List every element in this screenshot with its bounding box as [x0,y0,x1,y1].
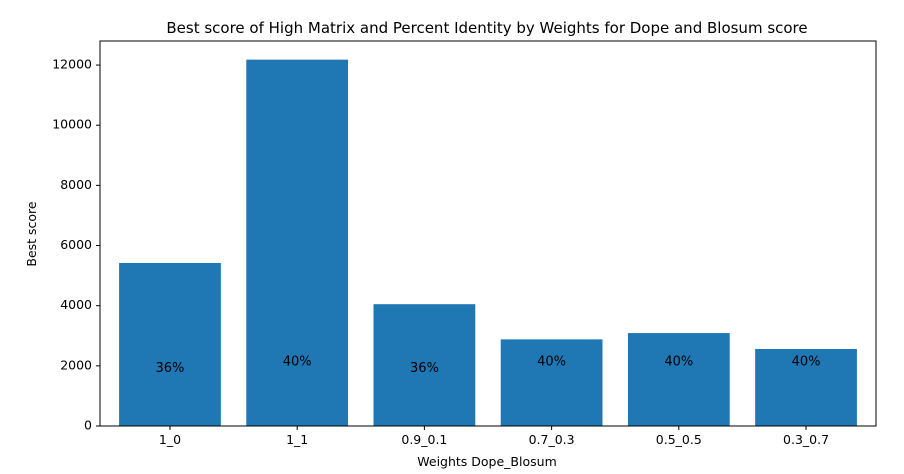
x-axis-label: Weights Dope_Blosum [417,454,557,469]
y-tick-label: 8000 [60,177,92,192]
y-tick-label: 0 [84,418,92,433]
bar-0.9_0.1 [373,304,476,426]
x-tick-label: 0.9_0.1 [401,432,447,447]
x-tick-label: 0.7_0.3 [529,432,575,447]
y-tick-label: 6000 [60,237,92,252]
bar-annotation-0.3_0.7: 40% [792,354,821,369]
x-tick-label: 1_0 [159,432,181,447]
plot-area: 36% 40% 36% 40% 40% 40% 0 2000 4000 6000 8000 10000… [52,40,877,447]
y-tick-label: 12000 [52,57,92,72]
bar-0.3_0.7 [755,349,857,426]
bar-1_0 [119,262,221,426]
chart-title: Best score of High Matrix and Percent Id… [166,19,807,37]
bar-0.5_0.5 [627,333,730,426]
bar-1_1 [246,59,349,426]
y-tick-label: 4000 [60,297,92,312]
bar-annotation-0.7_0.3: 40% [537,354,566,369]
x-tick-label: 0.3_0.7 [783,432,829,447]
x-tick-label: 0.5_0.5 [656,432,702,447]
bar-annotation-0.9_0.1: 36% [410,361,439,376]
y-axis-label: Best score [24,201,39,267]
bar-annotation-1_1: 40% [283,354,312,369]
y-tick-label: 10000 [52,117,92,132]
axes-frame [99,40,877,427]
y-tick-label: 2000 [60,357,92,372]
x-tick-label: 1_1 [286,432,308,447]
bar-0.7_0.3 [500,339,603,426]
bar-annotation-0.5_0.5: 40% [664,354,693,369]
bar-annotation-1_0: 36% [156,361,185,376]
